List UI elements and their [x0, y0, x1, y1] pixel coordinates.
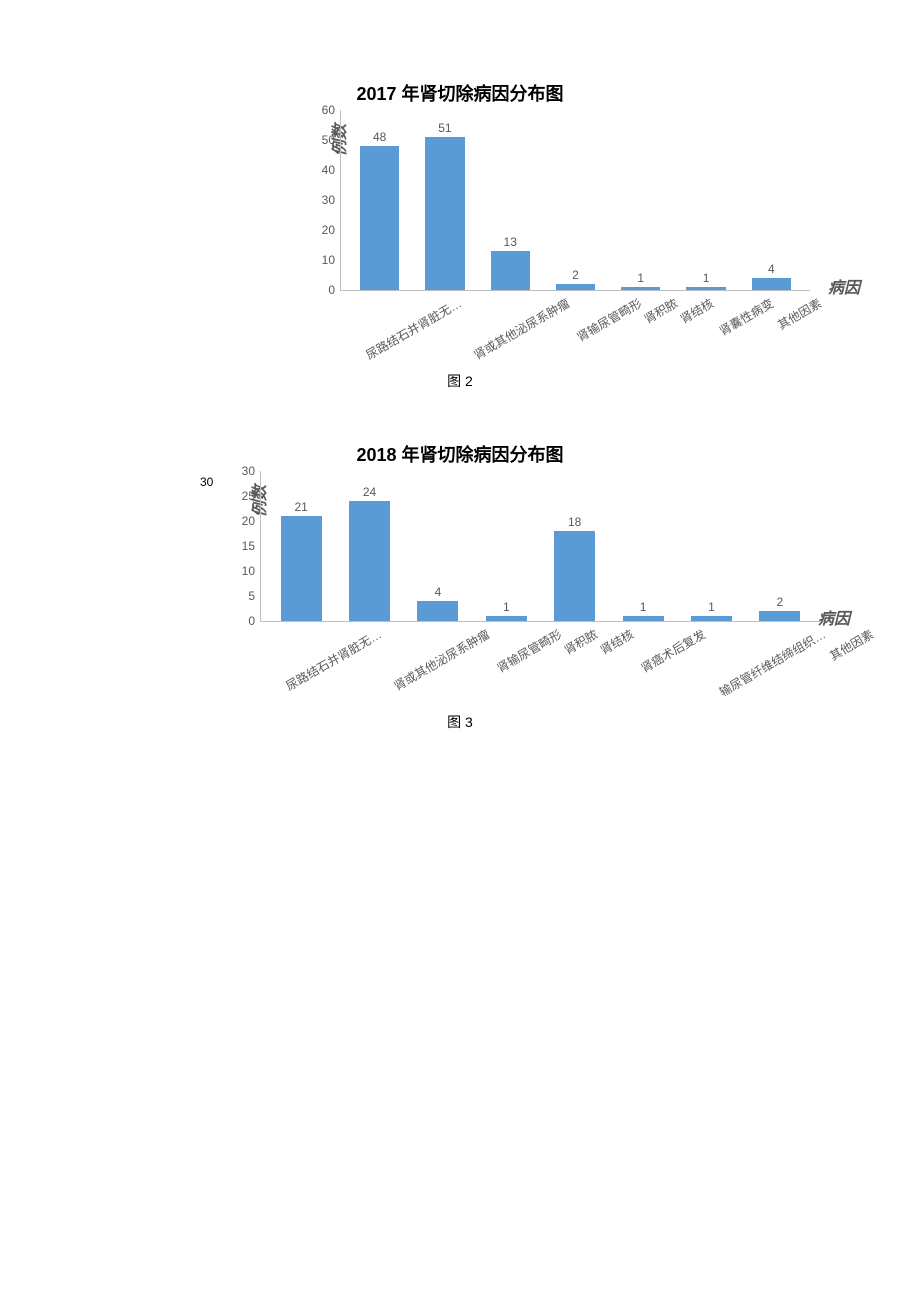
chart-2018-plot: 0 5 10 15 20 25 30 21 24 4 1 18 1 1 2 病因: [260, 471, 820, 622]
chart-2018-xlabels: 尿路结石并肾脏无… 肾或其他泌尿系肿瘤 肾输尿管畸形 肾积脓 肾结核 肾癌术后复…: [260, 622, 820, 702]
bar-value: 48: [373, 130, 386, 144]
bar: 1: [608, 110, 673, 290]
chart-2017-xlabel: 病因: [828, 274, 860, 298]
ytick: 10: [322, 253, 341, 267]
bar-rect: [486, 616, 527, 621]
chart-2018: 2018 年肾切除病因分布图 30 例数 0 5 10 15 20 25 30 …: [70, 441, 850, 732]
bar: 1: [677, 471, 745, 621]
bar: 1: [673, 110, 738, 290]
chart-2017-caption: 图 2: [110, 371, 810, 391]
bar-value: 18: [568, 515, 581, 529]
bar-value: 13: [504, 235, 517, 249]
ytick: 25: [242, 489, 261, 503]
bar-value: 2: [572, 268, 579, 282]
ytick: 30: [322, 193, 341, 207]
bar: 48: [347, 110, 412, 290]
bar-rect: [623, 616, 664, 621]
ytick: 5: [248, 589, 261, 603]
bar-rect: [281, 516, 322, 621]
bar: 1: [609, 471, 677, 621]
bar-value: 21: [295, 500, 308, 514]
bar-rect: [686, 287, 725, 290]
page: 2017 年肾切除病因分布图 例数 0 10 20 30 40 50 60 48…: [0, 0, 920, 732]
chart-2018-xlabel: 病因: [818, 605, 850, 629]
bar-value: 1: [708, 600, 715, 614]
xlabel: 其他因素: [773, 291, 850, 376]
bar: 2: [543, 110, 608, 290]
bar: 2: [746, 471, 814, 621]
bar-value: 4: [435, 585, 442, 599]
bar: 4: [739, 110, 804, 290]
ytick: 60: [322, 103, 341, 117]
bar-rect: [554, 531, 595, 621]
bar-rect: [691, 616, 732, 621]
ytick: 40: [322, 163, 341, 177]
bar: 24: [335, 471, 403, 621]
bar: 51: [412, 110, 477, 290]
ytick: 20: [242, 514, 261, 528]
bar: 4: [404, 471, 472, 621]
bar-value: 24: [363, 485, 376, 499]
bar-rect: [360, 146, 399, 290]
ytick: 0: [248, 614, 261, 628]
bar-rect: [425, 137, 464, 290]
bar-rect: [759, 611, 800, 621]
chart-2018-title: 2018 年肾切除病因分布图: [70, 441, 850, 467]
ytick: 10: [242, 564, 261, 578]
bar: 13: [478, 110, 543, 290]
bar-value: 1: [637, 271, 644, 285]
bar-value: 1: [503, 600, 510, 614]
chart-2017-bars: 48 51 13 2 1 1 4: [341, 110, 810, 290]
bar-rect: [349, 501, 390, 621]
bar-rect: [621, 287, 660, 290]
bar-rect: [556, 284, 595, 290]
chart-2017: 2017 年肾切除病因分布图 例数 0 10 20 30 40 50 60 48…: [110, 80, 810, 391]
ytick: 50: [322, 133, 341, 147]
chart-2017-title: 2017 年肾切除病因分布图: [110, 80, 810, 106]
chart-2017-plot: 0 10 20 30 40 50 60 48 51 13 2 1 1 4 病因: [340, 110, 810, 291]
bar-value: 1: [640, 600, 647, 614]
bar: 21: [267, 471, 335, 621]
chart-2018-bars: 21 24 4 1 18 1 1 2: [261, 471, 820, 621]
ytick: 30: [242, 464, 261, 478]
bar-rect: [491, 251, 530, 290]
ytick: 20: [322, 223, 341, 237]
bar: 1: [472, 471, 540, 621]
bar-value: 1: [703, 271, 710, 285]
bar: 18: [541, 471, 609, 621]
bar-rect: [417, 601, 458, 621]
chart-2018-side-tick: 30: [200, 475, 213, 489]
ytick: 15: [242, 539, 261, 553]
bar-value: 4: [768, 262, 775, 276]
chart-2017-xlabels: 尿路结石并肾脏无… 肾或其他泌尿系肿瘤 肾输尿管畸形 肾积脓 肾结核 肾囊性病变…: [340, 291, 810, 361]
bar-value: 2: [776, 595, 783, 609]
bar-rect: [752, 278, 791, 290]
ytick: 0: [328, 283, 341, 297]
bar-value: 51: [438, 121, 451, 135]
